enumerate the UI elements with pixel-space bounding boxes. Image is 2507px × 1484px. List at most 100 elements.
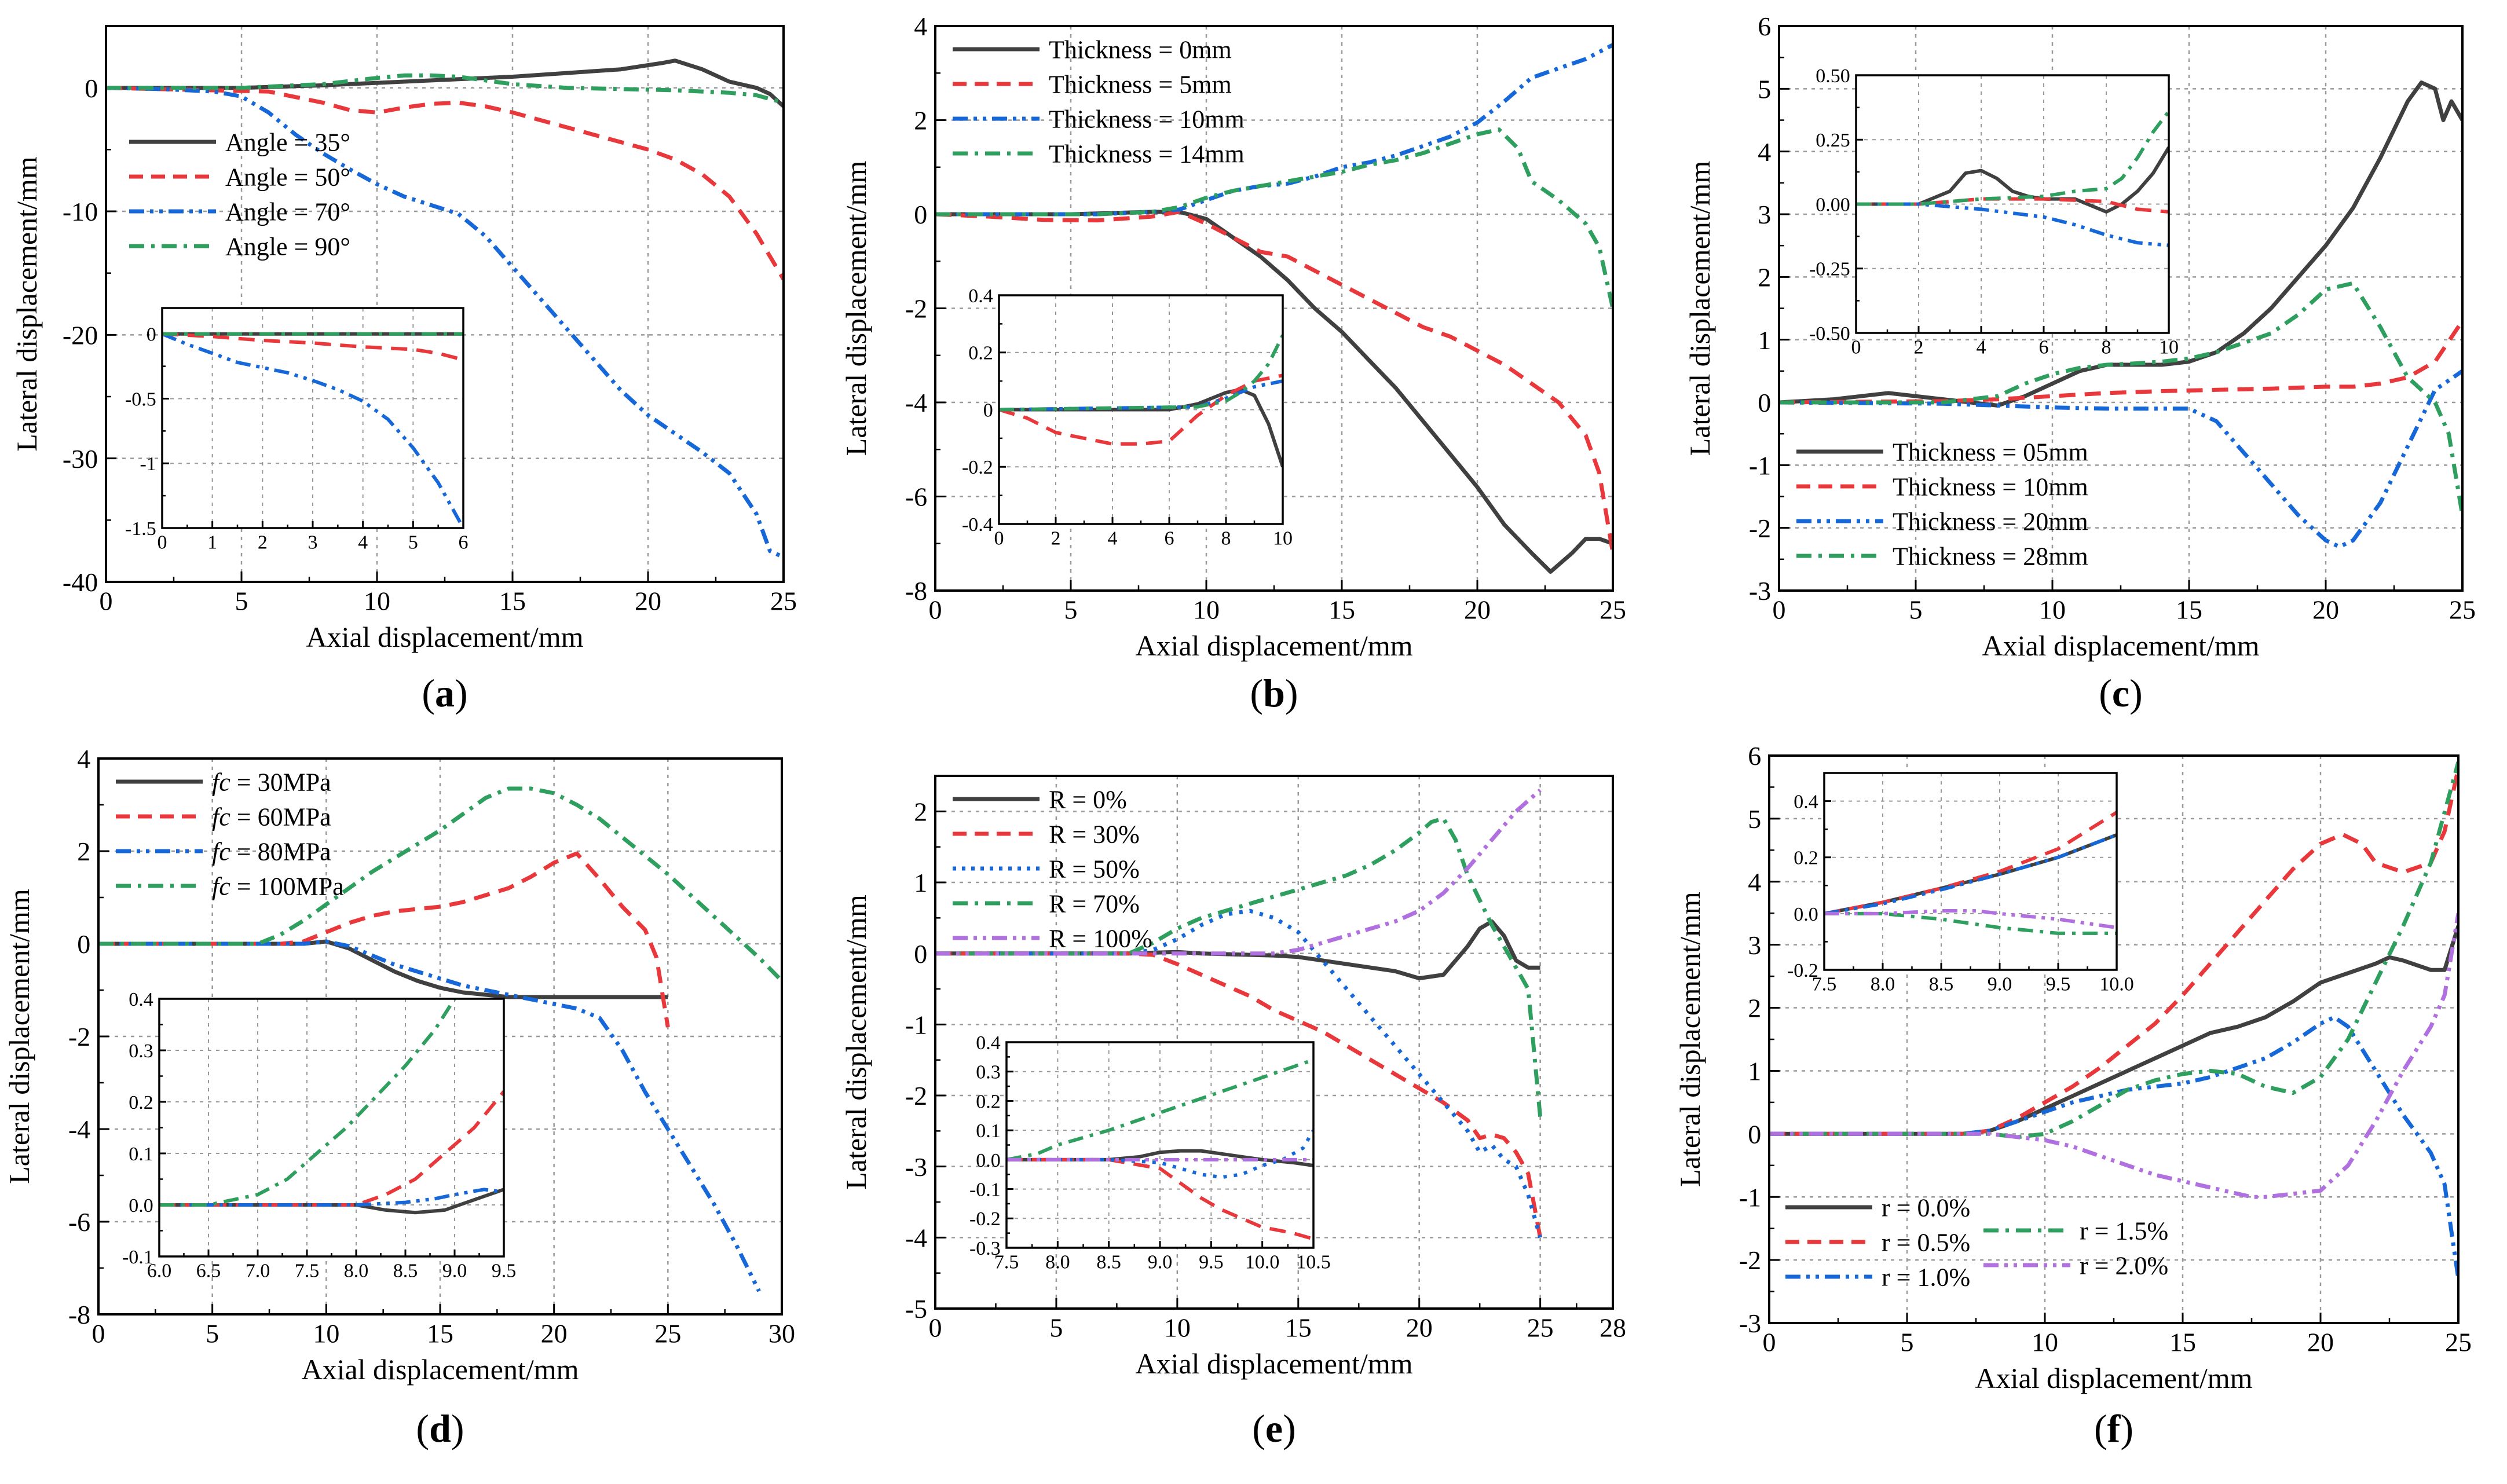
panel-c-label: (c) — [2099, 671, 2143, 715]
panel-d-x-tick-label: 20 — [541, 1318, 568, 1348]
panel-f-legend-label-2: r = 0.5% — [1882, 1228, 1970, 1256]
panel-f-inset-x-tick-label: 7.5 — [1812, 974, 1837, 995]
panel-f-inset-x-tick-label: 9.5 — [2046, 974, 2071, 995]
panel-e-y-tick-label: -2 — [905, 1081, 927, 1111]
panel-a-inset-x-tick-label: 6 — [459, 532, 469, 554]
panel-d-series-4-line — [98, 786, 782, 983]
panel-e-inset-y-tick-label: 0.2 — [976, 1091, 1001, 1112]
panel-e-y-tick-label: 0 — [914, 939, 927, 969]
panel-e-x-tick-label: 5 — [1049, 1313, 1063, 1342]
panel-f-inset-y-tick-label: -0.2 — [1787, 960, 1818, 981]
panel-e-legend-label-2: R = 30% — [1049, 820, 1140, 848]
panel-b-inset-y-tick-label: 0.2 — [968, 343, 993, 364]
panel-e-y-tick-label: -3 — [905, 1152, 927, 1182]
panel-e-inset-x-tick-label: 7.5 — [994, 1252, 1019, 1273]
panel-f-y-tick-label: -1 — [1739, 1182, 1761, 1212]
panel-a-x-tick-label: 10 — [364, 586, 390, 615]
panel-d-inset-y-tick-label: 0.1 — [129, 1144, 153, 1165]
panel-b-y-tick-label: 0 — [914, 200, 927, 229]
panel-c-y-tick-label: 5 — [1758, 74, 1771, 104]
panel-c-series-2-line — [1779, 320, 2462, 405]
panel-f-x-tick-label: 0 — [1763, 1327, 1776, 1357]
panel-f-label: (f) — [2094, 1406, 2133, 1450]
panel-f-y-tick-label: 6 — [1748, 741, 1761, 771]
panel-f-series-4-line — [1769, 761, 2458, 1139]
panel-b-y-axis-label: Lateral displacement/mm — [840, 161, 872, 456]
panel-e-inset-x-tick-label: 10.0 — [1245, 1252, 1280, 1273]
panel-b-legend-label-1: Thickness = 0mm — [1049, 35, 1232, 64]
panel-c-y-tick-label: 3 — [1758, 200, 1771, 229]
panel-d-inset-x-tick-label: 9.0 — [442, 1261, 467, 1282]
panel-b-inset-series-2-line — [999, 373, 1283, 446]
panel-d-inset-x-tick-label: 6.0 — [147, 1261, 172, 1282]
panel-f-y-tick-label: 5 — [1748, 804, 1761, 834]
panel-a-inset-y-tick-label: -1.5 — [125, 518, 156, 540]
panel-d-label: (d) — [416, 1406, 464, 1450]
panel-b-inset-x-tick-label: 4 — [1108, 528, 1118, 549]
panel-c-y-tick-label: -3 — [1749, 576, 1771, 606]
panel-b-x-tick-label: 15 — [1328, 595, 1355, 624]
panel-b-y-tick-label: 4 — [914, 12, 927, 41]
panel-d-x-tick-label: 15 — [427, 1318, 453, 1348]
panel-d-y-tick-label: -8 — [68, 1300, 90, 1329]
panel-d-legend-label-1: fc = 30MPa — [212, 768, 331, 796]
panel-d-inset-y-tick-label: -0.1 — [122, 1247, 153, 1268]
panel-d-inset-y-tick-label: 0.0 — [129, 1195, 153, 1216]
panel-b-inset-x-tick-label: 0 — [994, 528, 1004, 549]
panel-c-x-tick-label: 15 — [2176, 595, 2202, 624]
panel-e-label: (e) — [1252, 1406, 1296, 1450]
panel-d-x-tick-label: 10 — [313, 1318, 339, 1348]
panel-d-inset-frame — [158, 998, 505, 1258]
panel-a-legend-label-3: Angle = 70° — [225, 197, 350, 226]
panel-d-y-tick-label: 4 — [77, 744, 90, 774]
panel-c-y-tick-label: -2 — [1749, 514, 1771, 543]
panel-a-inset: 0 1 2 3 4 5 6 -1.5 -1 -0.5 0 — [125, 307, 469, 554]
panel-b-legend: Thickness = 0mm Thickness = 5mm Thickness … — [953, 35, 1245, 168]
panel-e-x-tick-label: 0 — [929, 1313, 942, 1342]
panel-b-legend-label-2: Thickness = 5mm — [1049, 70, 1232, 98]
panel-f-x-tick-label: 25 — [2445, 1327, 2472, 1357]
panel-d-legend-label-2: fc = 60MPa — [212, 803, 331, 831]
panel-a-inset-frame — [161, 307, 464, 529]
panel-e-inset-x-tick-label: 10.5 — [1296, 1252, 1331, 1273]
panel-a-y-tick-label: -10 — [63, 197, 98, 226]
panel-f-y-tick-label: 3 — [1748, 930, 1761, 960]
panel-b-inset-y-tick-label: -0.2 — [962, 457, 993, 478]
panel-b-x-tick-label: 0 — [929, 595, 942, 624]
panel-e-inset-y-tick-label: -0.1 — [969, 1179, 1001, 1200]
panel-b-y-tick-label: -2 — [905, 294, 927, 324]
panel-c-inset-y-tick-label: 0.00 — [1816, 194, 1850, 215]
panel-f-legend-label-4: r = 1.5% — [2080, 1216, 2168, 1245]
panel-c-inset-x-tick-label: 0 — [1851, 337, 1861, 358]
panel-b-series-4-line — [935, 127, 1613, 309]
panel-c-legend-label-1: Thickness = 05mm — [1893, 438, 2088, 466]
panel-f-inset-frame — [1823, 772, 2118, 971]
panel-f-frame — [1768, 754, 2460, 1324]
panel-f-inset-x-tick-label: 10.0 — [2099, 974, 2134, 995]
panel-e-inset: 7.5 8.0 8.5 9.0 9.5 10.0 10.5 -0.3 -0.2 -0.1 0.0 0.… — [969, 1032, 1331, 1273]
panel-c-series-4-line — [1779, 281, 2462, 516]
panel-f-inset-y-tick-label: 0.4 — [1794, 791, 1818, 812]
panel-a-inset-x-tick-label: 0 — [158, 532, 167, 554]
panel-d-inset-x-tick-label: 8.0 — [344, 1261, 369, 1282]
panel-b-label: (b) — [1250, 671, 1298, 715]
panel-b-y-tick-label: -6 — [905, 482, 927, 512]
panel-d-legend-label-4: fc = 100MPa — [212, 872, 344, 900]
panel-a-inset-x-tick-label: 3 — [308, 532, 318, 554]
panel-e-y-tick-label: -1 — [905, 1010, 927, 1039]
panel-e-legend-label-1: R = 0% — [1049, 785, 1127, 814]
panel-b-inset-y-tick-label: 0 — [983, 400, 993, 421]
panel-e-y-tick-label: 2 — [914, 797, 927, 826]
panel-b-x-tick-label: 25 — [1600, 595, 1626, 624]
panel-b-y-tick-label: 2 — [914, 106, 927, 135]
panel-c-y-axis-label: Lateral displacement/mm — [1683, 161, 1716, 456]
panel-c-y-tick-label: -1 — [1749, 450, 1771, 480]
panel-b-x-tick-label: 5 — [1064, 595, 1078, 624]
panel-c-inset-y-tick-label: 0.25 — [1816, 130, 1850, 151]
panel-f-inset: 7.5 8.0 8.5 9.0 9.5 10.0 -0.2 0.0 0.2 0.4 — [1787, 772, 2134, 995]
panel-a-legend-label-2: Angle = 50° — [225, 163, 350, 191]
panel-d-series-1-line — [98, 939, 668, 999]
panel-f-legend: r = 0.0% r = 0.5% r = 1.0% r = 1.5% r = 2.0% — [1785, 1193, 2168, 1291]
panel-e-inset-y-tick-label: 0.4 — [976, 1032, 1001, 1054]
panel-c-legend-label-2: Thickness = 10mm — [1893, 472, 2088, 501]
